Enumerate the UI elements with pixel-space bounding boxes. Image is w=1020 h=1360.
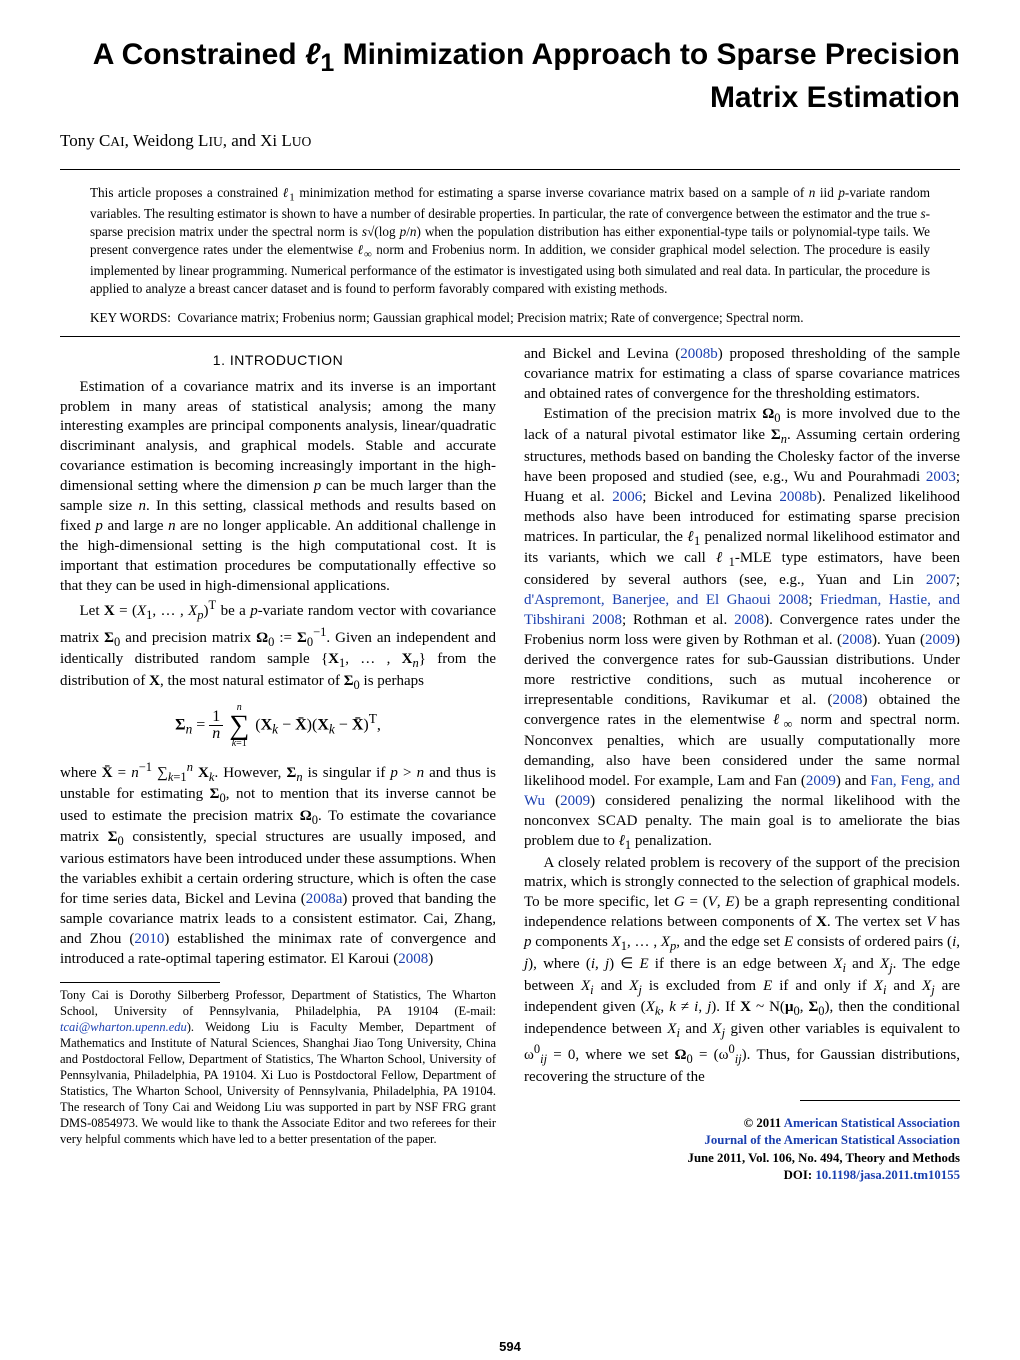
keywords: KEY WORDS: Covariance matrix; Frobenius …	[90, 310, 930, 326]
paper-title: A Constrained ℓ1 Minimization Approach t…	[60, 36, 960, 117]
abstract: This article proposes a constrained ℓ1 m…	[90, 184, 930, 298]
section-1-heading: 1. INTRODUCTION	[60, 351, 496, 370]
right-footer-separator	[800, 1100, 960, 1101]
rule-bottom	[60, 336, 960, 337]
right-p2: Estimation of the precision matrix Ω0 is…	[524, 405, 960, 854]
left-p1: Estimation of a covariance matrix and it…	[60, 378, 496, 597]
left-column: 1. INTRODUCTION Estimation of a covarian…	[60, 345, 496, 1184]
two-column-body: 1. INTRODUCTION Estimation of a covarian…	[60, 345, 960, 1184]
page-number: 594	[0, 1339, 1020, 1354]
author-footnote: Tony Cai is Dorothy Silberberg Professor…	[60, 987, 496, 1147]
left-p2: Let X = (X1, … , Xp)T be a p-variate ran…	[60, 597, 496, 694]
paper-authors: Tony CAI, Weidong LIU, and Xi LUO	[60, 131, 960, 151]
footnote-separator	[60, 982, 220, 983]
publication-footer: © 2011 American Statistical AssociationJ…	[524, 1115, 960, 1184]
left-p3: where X̄ = n−1 ∑k=1n Xk. However, Σn is …	[60, 759, 496, 970]
right-p1: and Bickel and Levina (2008b) proposed t…	[524, 345, 960, 405]
equation-sigma-n: Σn = 1n n∑k=1 (Xk − X̄)(Xk − X̄)T,	[60, 703, 496, 748]
right-p3: A closely related problem is recovery of…	[524, 854, 960, 1088]
right-column: and Bickel and Levina (2008b) proposed t…	[524, 345, 960, 1184]
rule-top	[60, 169, 960, 170]
